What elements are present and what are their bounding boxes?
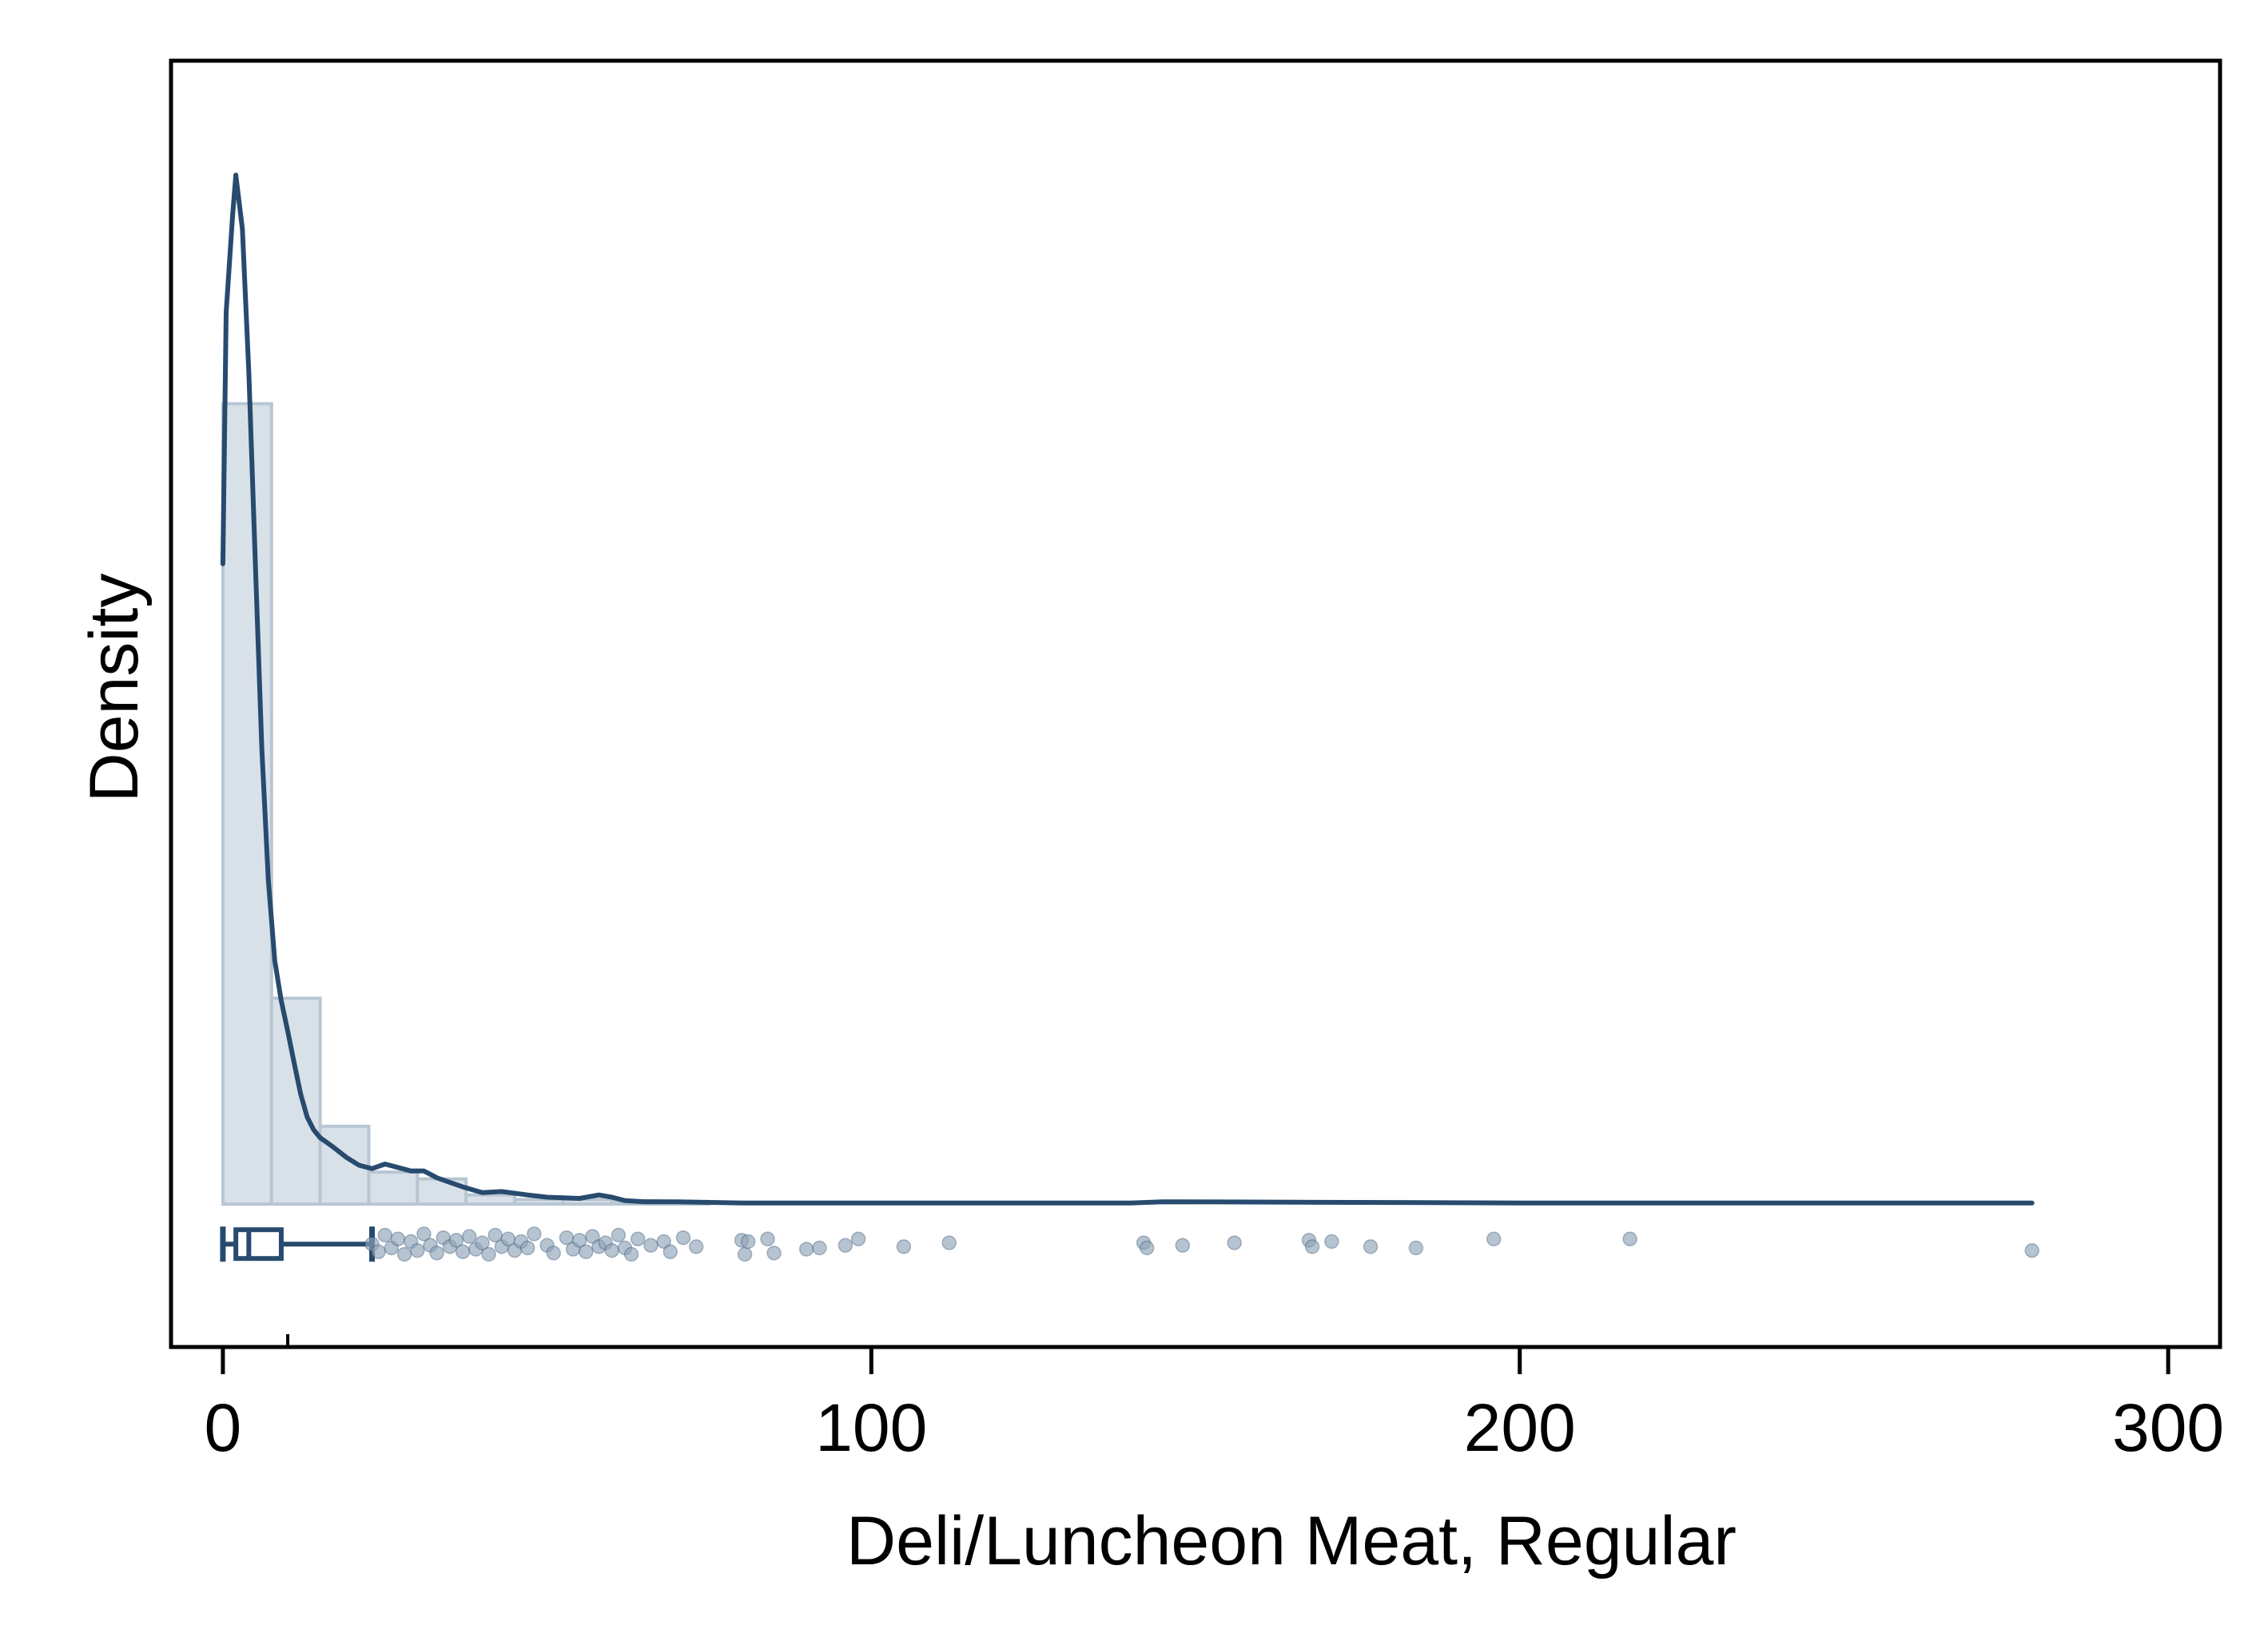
- outlier-point: [416, 1226, 432, 1242]
- outlier-point: [1408, 1240, 1424, 1256]
- plot-frame: [169, 58, 2222, 1349]
- outlier-point: [579, 1244, 594, 1260]
- outlier-point: [390, 1231, 406, 1247]
- y-axis-label: Density: [76, 574, 153, 803]
- outlier-point: [1175, 1238, 1191, 1254]
- outlier-point: [1139, 1240, 1155, 1256]
- outlier-point: [643, 1238, 659, 1254]
- outlier-point: [377, 1227, 393, 1243]
- outlier-point: [455, 1244, 471, 1260]
- outlier-point: [662, 1244, 678, 1260]
- outlier-point: [2024, 1242, 2039, 1258]
- outlier-point: [941, 1235, 957, 1250]
- outlier-point: [798, 1242, 814, 1257]
- outlier-point: [740, 1234, 756, 1250]
- outlier-point: [760, 1231, 775, 1247]
- x-tick-label: 300: [2112, 1390, 2224, 1465]
- outlier-point: [1363, 1239, 1379, 1254]
- outlier-point: [675, 1230, 691, 1246]
- outlier-point: [481, 1246, 496, 1262]
- x-axis: 0 100 200 300: [205, 1334, 2224, 1465]
- outlier-point: [571, 1233, 587, 1248]
- outlier-point: [623, 1246, 639, 1262]
- outlier-point: [1622, 1231, 1637, 1247]
- outlier-point: [812, 1240, 827, 1256]
- box-iqr: [233, 1227, 284, 1262]
- outlier-point: [520, 1240, 535, 1256]
- outlier-point: [1486, 1231, 1502, 1247]
- outlier-point: [1227, 1235, 1242, 1250]
- outlier-point: [630, 1231, 646, 1247]
- outlier-point: [461, 1229, 477, 1244]
- outlier-point: [396, 1246, 412, 1262]
- outlier-point: [448, 1233, 464, 1248]
- outlier-point: [1304, 1239, 1320, 1254]
- x-tick-label: 200: [1464, 1390, 1576, 1465]
- outlier-point: [585, 1229, 600, 1244]
- x-tick-label: 100: [815, 1390, 927, 1465]
- histogram-bar: [513, 1198, 565, 1206]
- outlier-point: [546, 1246, 561, 1261]
- outlier-point: [611, 1227, 627, 1243]
- x-axis-label: Deli/Luncheon Meat, Regular: [846, 1503, 1737, 1579]
- histogram-bar: [269, 996, 322, 1206]
- outlier-point: [604, 1242, 619, 1258]
- outlier-point: [475, 1235, 490, 1250]
- outlier-point: [656, 1234, 671, 1250]
- x-tick-label: 0: [205, 1390, 242, 1465]
- outlier-point: [1324, 1234, 1339, 1250]
- histogram-bar: [464, 1193, 517, 1206]
- outlier-point: [487, 1227, 503, 1243]
- histogram-bar: [367, 1170, 420, 1206]
- outlier-point: [896, 1239, 912, 1254]
- outlier-point: [737, 1246, 753, 1262]
- outlier-point: [838, 1238, 853, 1254]
- histogram-bar: [416, 1177, 468, 1206]
- outlier-point: [429, 1246, 444, 1261]
- outlier-point: [688, 1239, 704, 1254]
- outlier-point: [410, 1242, 425, 1258]
- outlier-point: [766, 1246, 782, 1261]
- density-curve: [220, 173, 2035, 1206]
- plot-area: [220, 173, 2039, 1262]
- outlier-point: [371, 1244, 386, 1260]
- outlier-point: [850, 1231, 866, 1247]
- outlier-point: [527, 1226, 542, 1242]
